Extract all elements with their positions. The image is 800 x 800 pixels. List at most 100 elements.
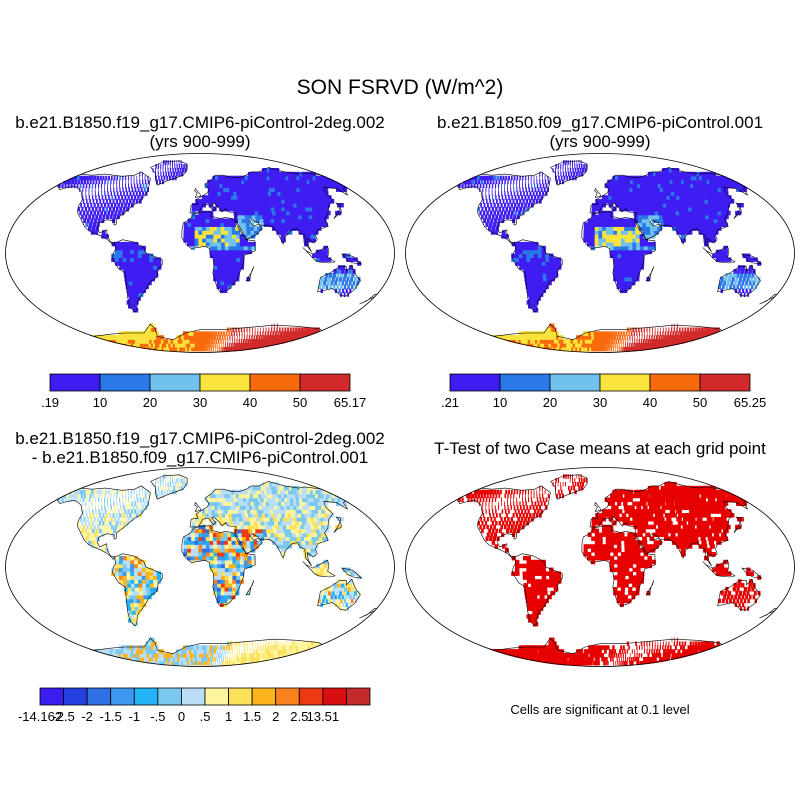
colorbar-box xyxy=(298,687,324,706)
colorbar-box xyxy=(99,373,151,392)
colorbar-box xyxy=(299,373,351,392)
colorbar-label: 2.5 xyxy=(290,709,308,724)
panel-2-map xyxy=(405,153,795,353)
panel-3-title: b.e21.B1850.f19_g17.CMIP6-piControl-2deg… xyxy=(15,429,385,448)
panel-2-subtitle: (yrs 900-999) xyxy=(549,132,651,151)
coastline-australia xyxy=(317,578,361,611)
colorbar-label: .19 xyxy=(41,395,59,410)
colorbar-box xyxy=(699,373,751,392)
coastline-africa xyxy=(581,211,656,293)
coastline-africa xyxy=(181,525,256,607)
coastline-northAmerica xyxy=(457,485,551,560)
colorbar-label: 20 xyxy=(143,395,157,410)
coastline-newGuinea xyxy=(341,253,363,265)
panel-1-map xyxy=(5,153,395,353)
coastline-northAmerica xyxy=(57,485,151,560)
coastline-indonesia xyxy=(702,559,736,578)
coastline-eurasia xyxy=(589,167,748,253)
colorbar-label: 10 xyxy=(93,395,107,410)
coastline-southAmerica xyxy=(512,553,563,627)
coastline-madagascar xyxy=(245,266,255,282)
coastline-africa xyxy=(181,211,256,293)
colorbar-label: -2.5 xyxy=(52,709,74,724)
coastline-newGuinea xyxy=(741,253,763,265)
panel-4-title: T-Test of two Case means at each grid po… xyxy=(434,439,766,458)
colorbar-label: 1.5 xyxy=(243,709,261,724)
map-cells xyxy=(58,474,362,666)
coastline-northAmerica xyxy=(457,171,551,246)
significance-note: Cells are significant at 0.1 level xyxy=(510,702,690,717)
colorbar-label: 1 xyxy=(225,709,232,724)
colorbar-box xyxy=(549,373,601,392)
coastline-australia xyxy=(717,578,761,611)
panel-3-subtitle: - b.e21.B1850.f09_g17.CMIP6-piControl.00… xyxy=(31,448,369,467)
panel-3-map xyxy=(5,467,395,667)
colorbar-box xyxy=(649,373,701,392)
colorbar-label: 10 xyxy=(493,395,507,410)
coastline-japan xyxy=(733,202,742,219)
coastline-indonesia xyxy=(302,245,336,264)
colorbar-box xyxy=(204,687,229,706)
coastline-greenland xyxy=(550,474,588,500)
coastline-newGuinea xyxy=(341,567,363,579)
colorbar-label: 50 xyxy=(693,395,707,410)
colorbar-label: 65.17 xyxy=(334,395,367,410)
coastline-madagascar xyxy=(245,580,255,596)
coastline-uk xyxy=(194,502,202,512)
colorbar-label: .21 xyxy=(441,395,459,410)
panel-2-colorbar: .21 10 20 30 40 50 65.25 xyxy=(441,373,766,410)
main-title: SON FSRVD (W/m^2) xyxy=(296,76,504,99)
colorbar-label: 30 xyxy=(593,395,607,410)
colorbar-box xyxy=(449,373,501,392)
colorbar-box xyxy=(49,373,101,392)
colorbar-label: -.5 xyxy=(150,709,165,724)
map-outline xyxy=(5,153,395,353)
coastline-australia xyxy=(317,264,361,297)
map-cells xyxy=(58,160,362,352)
coastline-southAmerica xyxy=(512,239,563,313)
colorbar-box xyxy=(346,687,371,706)
coastline-uk xyxy=(594,188,602,198)
panel-2-title: b.e21.B1850.f09_g17.CMIP6-piControl.001 xyxy=(436,113,764,132)
coastline-indonesia xyxy=(702,245,736,264)
coastline-uk xyxy=(594,502,602,512)
colorbar-box xyxy=(63,687,88,706)
colorbar-label: 13.51 xyxy=(307,709,340,724)
coastline-greenland xyxy=(150,160,188,186)
colorbar-label: 50 xyxy=(293,395,307,410)
coastline-uk xyxy=(194,188,202,198)
coastline-greenland xyxy=(150,474,188,500)
panel-3-colorbar: -14.162-2.5 -2 -1.5 -1 -.5 0 .5 1 1.5 2 2.513.51 xyxy=(18,687,371,724)
colorbar-box xyxy=(251,687,277,706)
colorbar-label: -1 xyxy=(129,709,141,724)
coastline-australia xyxy=(717,264,761,297)
coastline-madagascar xyxy=(645,580,655,596)
colorbar-box xyxy=(275,687,300,706)
colorbar-label: -14.162 xyxy=(18,709,62,724)
coastline-northAmerica xyxy=(57,171,151,246)
colorbar-box xyxy=(599,373,651,392)
coastline-africa xyxy=(581,525,656,607)
colorbar-label: -2 xyxy=(81,709,93,724)
colorbar-label: 30 xyxy=(193,395,207,410)
map-cells xyxy=(458,160,762,352)
coastline-indonesia xyxy=(302,559,336,578)
colorbar-box xyxy=(249,373,301,392)
colorbar-box xyxy=(322,687,347,706)
coastlines xyxy=(57,160,380,353)
map-outline xyxy=(405,467,795,667)
colorbar-box xyxy=(199,373,251,392)
coastline-eurasia xyxy=(589,481,748,567)
colorbar-box xyxy=(110,687,135,706)
map-cells xyxy=(458,474,762,666)
coastline-japan xyxy=(333,516,342,533)
colorbar-label: 2 xyxy=(272,709,279,724)
panel-1-title: b.e21.B1850.f19_g17.CMIP6-piControl-2deg… xyxy=(15,113,385,132)
colorbar-label: 40 xyxy=(243,395,257,410)
coastline-greenland xyxy=(550,160,588,186)
colorbar-box xyxy=(499,373,551,392)
colorbar-label: 40 xyxy=(643,395,657,410)
colorbar-label: .5 xyxy=(200,709,211,724)
colorbar-box xyxy=(181,687,206,706)
panel-1-subtitle: (yrs 900-999) xyxy=(149,132,251,151)
